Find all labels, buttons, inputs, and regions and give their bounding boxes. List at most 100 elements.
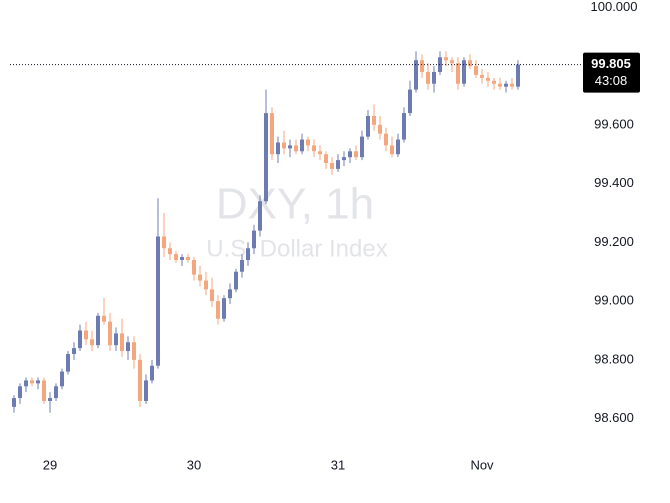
candle-body (174, 254, 178, 260)
candle-body (480, 74, 484, 78)
candle-body (72, 348, 76, 354)
candle-body (210, 289, 214, 302)
candle-body (258, 201, 262, 231)
y-tick-label: 99.000 (594, 293, 634, 308)
candle-body (414, 60, 418, 90)
candle-body (156, 236, 160, 366)
candle-body (330, 163, 334, 169)
candle-body (120, 333, 124, 352)
candle-body (36, 380, 40, 384)
y-tick-label: 99.200 (594, 234, 634, 249)
candle-body (510, 83, 514, 87)
candle-body (78, 330, 82, 349)
candle-body (150, 365, 154, 381)
candle-body (168, 248, 172, 255)
y-tick-label: 98.600 (594, 410, 634, 425)
candle-body (312, 145, 316, 152)
candle-body (270, 113, 274, 155)
candle-body (336, 160, 340, 169)
candle-body (66, 353, 70, 372)
last-price-label: 99.805 (591, 56, 631, 71)
candle-body (126, 342, 130, 352)
x-tick-label: Nov (470, 457, 494, 472)
candle-body (402, 113, 406, 140)
candle-body (102, 315, 106, 322)
candle-body (474, 66, 478, 75)
candle-body (288, 145, 292, 149)
candle-body (240, 259, 244, 272)
candle-body (444, 57, 448, 61)
y-tick-label: 99.400 (594, 175, 634, 190)
candle-body (204, 280, 208, 290)
candle-body (468, 60, 472, 67)
candle-body (180, 257, 184, 260)
candle-body (342, 157, 346, 161)
candle-body (372, 116, 376, 125)
candle-body (222, 298, 226, 319)
candle-body (462, 60, 466, 84)
candle-body (366, 116, 370, 137)
candle-body (306, 139, 310, 146)
candle-body (252, 230, 256, 249)
x-tick-label: 31 (331, 457, 345, 472)
candle-body (246, 248, 250, 260)
candle-body (192, 259, 196, 275)
candle-body (384, 133, 388, 146)
candle-body (114, 333, 118, 346)
candle-body (354, 151, 358, 158)
candle-body (84, 330, 88, 340)
candle-body (426, 71, 430, 84)
candle-body (48, 398, 52, 401)
candle-body (54, 386, 58, 399)
candle-body (162, 236, 166, 249)
watermark-subtitle: U.S. Dollar Index (206, 235, 387, 262)
candle-body (144, 380, 148, 401)
candle-body (228, 289, 232, 299)
candle-body (432, 71, 436, 84)
x-tick-label: 30 (187, 457, 201, 472)
candle-body (396, 139, 400, 155)
candle-body (108, 321, 112, 346)
candle-body (360, 136, 364, 158)
candle-body (492, 80, 496, 84)
candle-body (18, 386, 22, 399)
countdown-label: 43:08 (595, 73, 628, 88)
candle-body (324, 154, 328, 164)
candle-body (408, 89, 412, 114)
candle-body (318, 151, 322, 155)
candle-body (378, 124, 382, 134)
watermark-title: DXY, 1h (216, 180, 374, 229)
candle-body (12, 398, 16, 407)
candle-body (486, 77, 490, 81)
candle-body (348, 151, 352, 158)
candle-body (24, 380, 28, 387)
candle-body (42, 380, 46, 401)
candle-body (186, 257, 190, 260)
x-tick-label: 29 (43, 457, 57, 472)
candle-body (216, 301, 220, 319)
candle-body (132, 342, 136, 360)
candle-body (90, 339, 94, 346)
candle-body (30, 380, 34, 384)
candle-body (198, 274, 202, 281)
candle-body (264, 113, 268, 202)
y-tick-label: 99.600 (594, 116, 634, 131)
candle-body (498, 83, 502, 87)
candle-body (420, 60, 424, 72)
y-tick-label: 98.800 (594, 351, 634, 366)
candle-body (138, 359, 142, 401)
y-tick-label: 100.000 (591, 0, 638, 14)
candle-body (282, 142, 286, 149)
candle-body (450, 60, 454, 64)
candle-body (300, 139, 304, 152)
candle-body (96, 315, 100, 346)
candle-body (276, 142, 280, 155)
candle-body (390, 145, 394, 155)
candle-body (516, 64, 520, 87)
candle-body (456, 63, 460, 84)
candle-body (234, 271, 238, 290)
candle-body (294, 145, 298, 152)
candle-body (60, 371, 64, 387)
last-price-box (583, 52, 640, 93)
